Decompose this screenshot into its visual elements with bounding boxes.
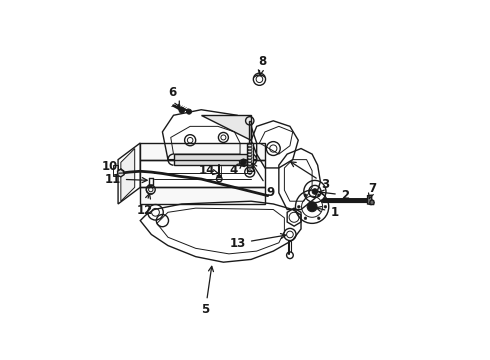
Circle shape bbox=[307, 202, 317, 212]
Polygon shape bbox=[140, 143, 265, 159]
Text: 9: 9 bbox=[252, 163, 275, 199]
Circle shape bbox=[318, 194, 320, 197]
Text: 5: 5 bbox=[201, 266, 214, 316]
Text: 13: 13 bbox=[230, 234, 286, 250]
Circle shape bbox=[304, 217, 307, 220]
Circle shape bbox=[179, 108, 185, 113]
Text: 8: 8 bbox=[258, 55, 267, 75]
Text: 3: 3 bbox=[291, 162, 329, 190]
Text: 1: 1 bbox=[316, 206, 339, 219]
Polygon shape bbox=[173, 154, 251, 165]
Text: 6: 6 bbox=[168, 86, 179, 107]
Polygon shape bbox=[370, 200, 374, 204]
Polygon shape bbox=[121, 149, 135, 201]
Polygon shape bbox=[247, 143, 252, 171]
Text: 12: 12 bbox=[136, 194, 152, 217]
Text: 4: 4 bbox=[229, 163, 243, 177]
Text: 14: 14 bbox=[198, 164, 218, 177]
Text: 7: 7 bbox=[368, 182, 377, 199]
Circle shape bbox=[324, 205, 327, 208]
Polygon shape bbox=[140, 187, 265, 204]
Circle shape bbox=[304, 194, 307, 197]
Circle shape bbox=[297, 205, 300, 208]
Circle shape bbox=[241, 159, 246, 165]
Text: 11: 11 bbox=[104, 172, 147, 185]
Circle shape bbox=[187, 109, 192, 114]
Polygon shape bbox=[201, 115, 251, 140]
Text: 2: 2 bbox=[319, 189, 349, 202]
Polygon shape bbox=[118, 169, 124, 177]
Circle shape bbox=[312, 189, 318, 194]
Text: 10: 10 bbox=[102, 160, 124, 173]
Circle shape bbox=[318, 217, 320, 220]
Polygon shape bbox=[368, 195, 372, 204]
